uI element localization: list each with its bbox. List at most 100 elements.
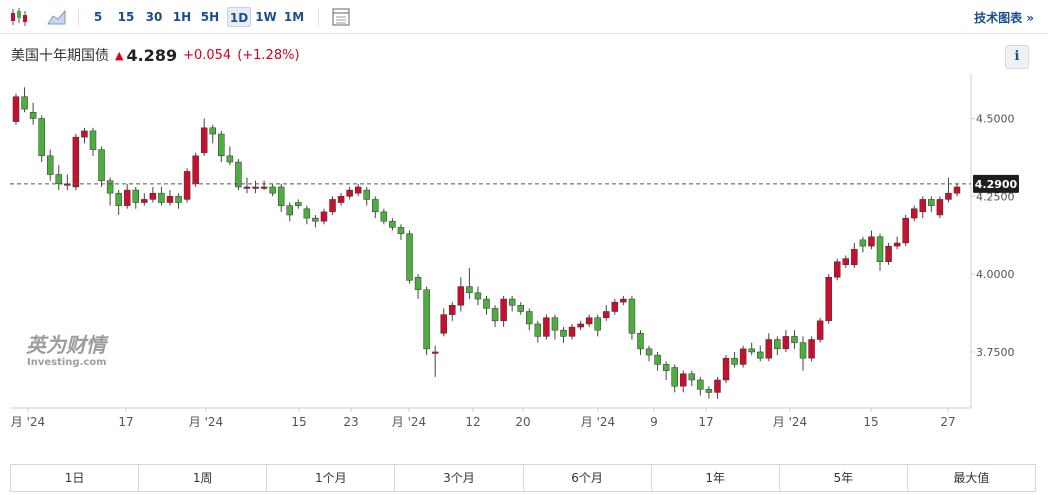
range-1m[interactable]: 1个月 [267,465,396,491]
quote-header: 美国十年期国债 ▲ 4.289 +0.054 (+1.28%) [11,44,300,66]
candle-body-down [414,276,422,290]
candle-body-up [868,236,875,247]
candle [842,255,850,268]
candle [12,93,20,125]
x-tick-label: 15 [291,415,306,429]
candle-body-down [303,208,311,219]
current-price-label: 4.2900 [975,178,1018,191]
candle-body-up [81,130,88,138]
candle [449,302,456,321]
candle-body-up [449,305,456,315]
candle-body-up [585,317,593,325]
candle [38,115,45,163]
y-tick-label: 4.2500 [976,190,1015,203]
y-axis: 4.5000 4.2500 4.0000 3.7500 [976,112,1015,358]
range-1w[interactable]: 1周 [139,465,268,491]
candle [235,158,242,191]
candle-body-down [175,196,182,203]
candle [372,196,379,219]
candle [902,214,909,247]
candle-body-up [885,245,892,262]
candle-body-down [55,174,63,185]
range-max[interactable]: 最大值 [953,471,990,485]
candlestick-series [12,87,961,399]
y-tick-label: 4.0000 [976,268,1015,281]
x-tick-label: 9 [650,415,658,429]
range-1d[interactable]: 1日 [11,465,140,491]
candle [440,308,447,337]
candle-body-up [739,348,747,365]
candle-body-down [697,379,704,390]
period-1m[interactable]: 1M [283,10,305,24]
period-5h[interactable]: 5H [200,10,220,24]
candle [611,299,619,315]
current-price-line: 4.2900 [10,174,1019,193]
area-chart-type-icon[interactable] [46,6,68,28]
candle-body-down [534,323,542,337]
candle-body-up [620,298,627,303]
candle [654,351,661,371]
candle [551,314,559,340]
candle [183,168,191,203]
candle-body-down [38,118,45,157]
period-5min[interactable]: 5 [93,10,103,24]
candle [466,267,473,300]
candle [594,314,601,337]
candle [508,295,516,312]
candle-body-down [483,298,490,309]
candle [363,186,370,206]
candle [757,345,764,362]
candle [312,214,319,228]
candle [192,152,199,187]
candlestick-type-icon[interactable] [8,6,30,28]
price-change-percent: (+1.28%) [237,47,300,63]
x-tick-label: 15 [863,415,878,429]
range-3m[interactable]: 3个月 [395,465,524,491]
candle-body-down [748,348,755,353]
candle [81,127,88,144]
info-icon[interactable]: i [1005,45,1029,69]
chart-grid [10,74,975,412]
period-15min[interactable]: 15 [117,10,135,24]
candle [774,336,781,356]
candle [620,295,627,306]
period-1w[interactable]: 1W [255,10,277,24]
technical-chart-link[interactable]: 技术图表 » [974,11,1034,25]
candle [526,308,533,331]
candle-body-down [757,351,764,359]
candle-body-down [526,311,533,325]
candle [295,199,302,209]
range-1y[interactable]: 1年 [652,465,780,491]
candle-body-down [277,186,285,206]
price-change: +0.054 [183,47,232,63]
candle [474,286,482,306]
candle [585,314,593,328]
candle-body-down [372,199,379,213]
period-30min[interactable]: 30 [145,10,163,24]
period-1d[interactable]: 1D [227,7,251,27]
x-tick-label: 月 '24 [11,415,45,429]
candle-body-down [29,111,37,119]
candle-body-up [260,186,268,189]
candle [483,295,490,315]
candle [320,208,328,225]
candle [389,218,396,231]
x-axis: 月 '24 17 月 '24 15 23 月 '24 12 20 月 '24 9 17 月 '24 15… [11,415,956,429]
range-5y[interactable]: 5年 [780,465,908,491]
candle-body-up [833,261,841,278]
candle-body-down [286,205,293,216]
candle [209,124,216,144]
candle-body-down [491,308,499,322]
candle [269,183,276,197]
candle-body-up [141,199,148,203]
candle [423,286,430,356]
period-1h[interactable]: 1H [172,10,192,24]
candle [748,342,755,356]
range-6m[interactable]: 6个月 [524,465,652,491]
candle-body-down [397,227,405,234]
table-view-icon[interactable] [330,6,352,28]
candle-body-up [910,208,918,219]
candle [825,274,832,324]
candle-body-up [543,317,550,337]
